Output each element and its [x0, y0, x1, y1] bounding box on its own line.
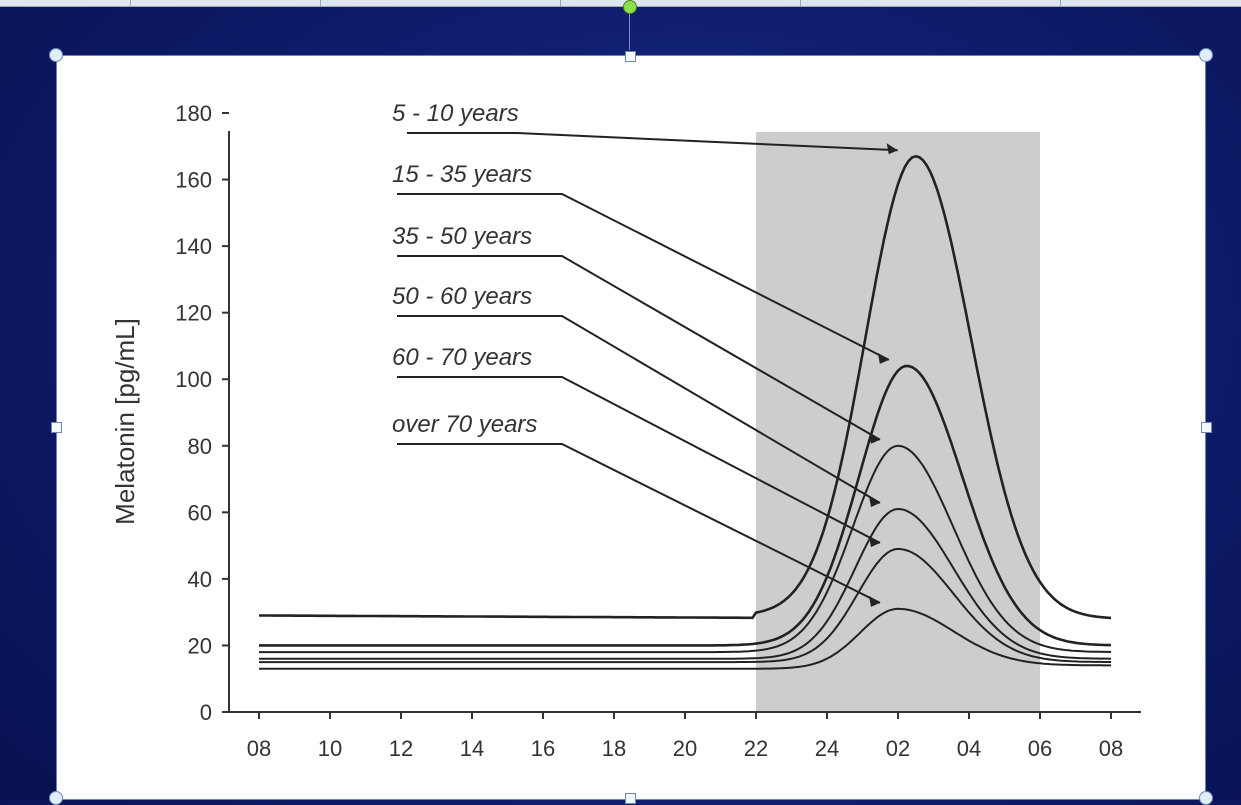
rotate-handle[interactable]: [623, 0, 637, 14]
series-line: [259, 607, 1111, 670]
series-label: 35 - 50 years: [392, 223, 532, 250]
series-label: 5 - 10 years: [392, 100, 519, 127]
night-shaded-region: [756, 132, 1040, 712]
resize-handle-right[interactable]: [1201, 422, 1212, 433]
y-axis-title: Melatonin [pg/mL]: [110, 318, 140, 525]
x-tick-label: 06: [1028, 736, 1052, 761]
series-line: [259, 547, 1111, 664]
ruler-divider: [1060, 0, 1061, 6]
x-tick-label: 22: [744, 736, 768, 761]
resize-handle-left[interactable]: [51, 422, 62, 433]
series-leader-arrowhead: [869, 535, 880, 547]
resize-handle-top-right[interactable]: [1199, 48, 1213, 62]
series-leader-arrowhead: [877, 352, 889, 364]
y-tick-label: 60: [188, 500, 212, 525]
series-line: [259, 364, 1111, 647]
x-tick-label: 08: [247, 736, 271, 761]
series-label: over 70 years: [392, 411, 537, 438]
y-tick-label: 80: [188, 434, 212, 459]
series-leader-line: [397, 376, 881, 544]
series-leader-line: [397, 193, 890, 361]
y-tick-label: 100: [175, 367, 212, 392]
series-leader-arrowhead: [869, 432, 880, 444]
x-tick-label: 04: [957, 736, 981, 761]
x-tick-label: 16: [531, 736, 555, 761]
x-tick-label: 02: [886, 736, 910, 761]
series-leader-line: [397, 443, 881, 604]
series-label: 50 - 60 years: [392, 283, 532, 310]
series-leader-line: [397, 255, 881, 441]
top-ruler-bar: [0, 0, 1241, 7]
rotate-handle-stem: [629, 14, 630, 50]
x-tick-label: 08: [1099, 736, 1123, 761]
x-tick-label: 10: [318, 736, 342, 761]
chart-picture-frame[interactable]: 0 20 40 60 80 100 120 140 160 180 08 10 12 14 16 18 20 22…: [56, 55, 1206, 800]
series-label: 15 - 35 years: [392, 161, 532, 188]
resize-handle-top[interactable]: [625, 51, 636, 62]
y-tick-label: 0: [200, 700, 212, 725]
ruler-divider: [320, 0, 321, 6]
y-tick-label: 140: [175, 234, 212, 259]
ruler-divider: [800, 0, 801, 6]
series-line: [259, 444, 1112, 654]
ruler-divider: [130, 0, 131, 6]
resize-handle-bottom[interactable]: [625, 793, 636, 804]
y-tick-label: 180: [175, 101, 212, 126]
x-tick-label: 24: [815, 736, 839, 761]
resize-handle-bottom-right[interactable]: [1199, 791, 1213, 805]
series-leader-line: [397, 315, 881, 504]
ruler-divider: [560, 0, 561, 6]
y-tick-label: 120: [175, 301, 212, 326]
resize-handle-top-left[interactable]: [49, 48, 63, 62]
y-tick-label: 160: [175, 168, 212, 193]
x-tick-label: 12: [389, 736, 413, 761]
y-tick-label: 40: [188, 567, 212, 592]
series-label: 60 - 70 years: [392, 344, 532, 371]
series-line: [259, 154, 1112, 620]
series-leader-arrowhead: [886, 143, 898, 155]
resize-handle-bottom-left[interactable]: [49, 791, 63, 805]
series-leader-arrowhead: [869, 496, 880, 508]
series-leader-arrowhead: [869, 595, 880, 607]
y-tick-label: 20: [188, 633, 212, 658]
series-line: [259, 507, 1112, 660]
series-leader-line: [407, 132, 898, 152]
x-tick-label: 14: [460, 736, 484, 761]
x-tick-label: 20: [673, 736, 697, 761]
x-tick-label: 18: [602, 736, 626, 761]
